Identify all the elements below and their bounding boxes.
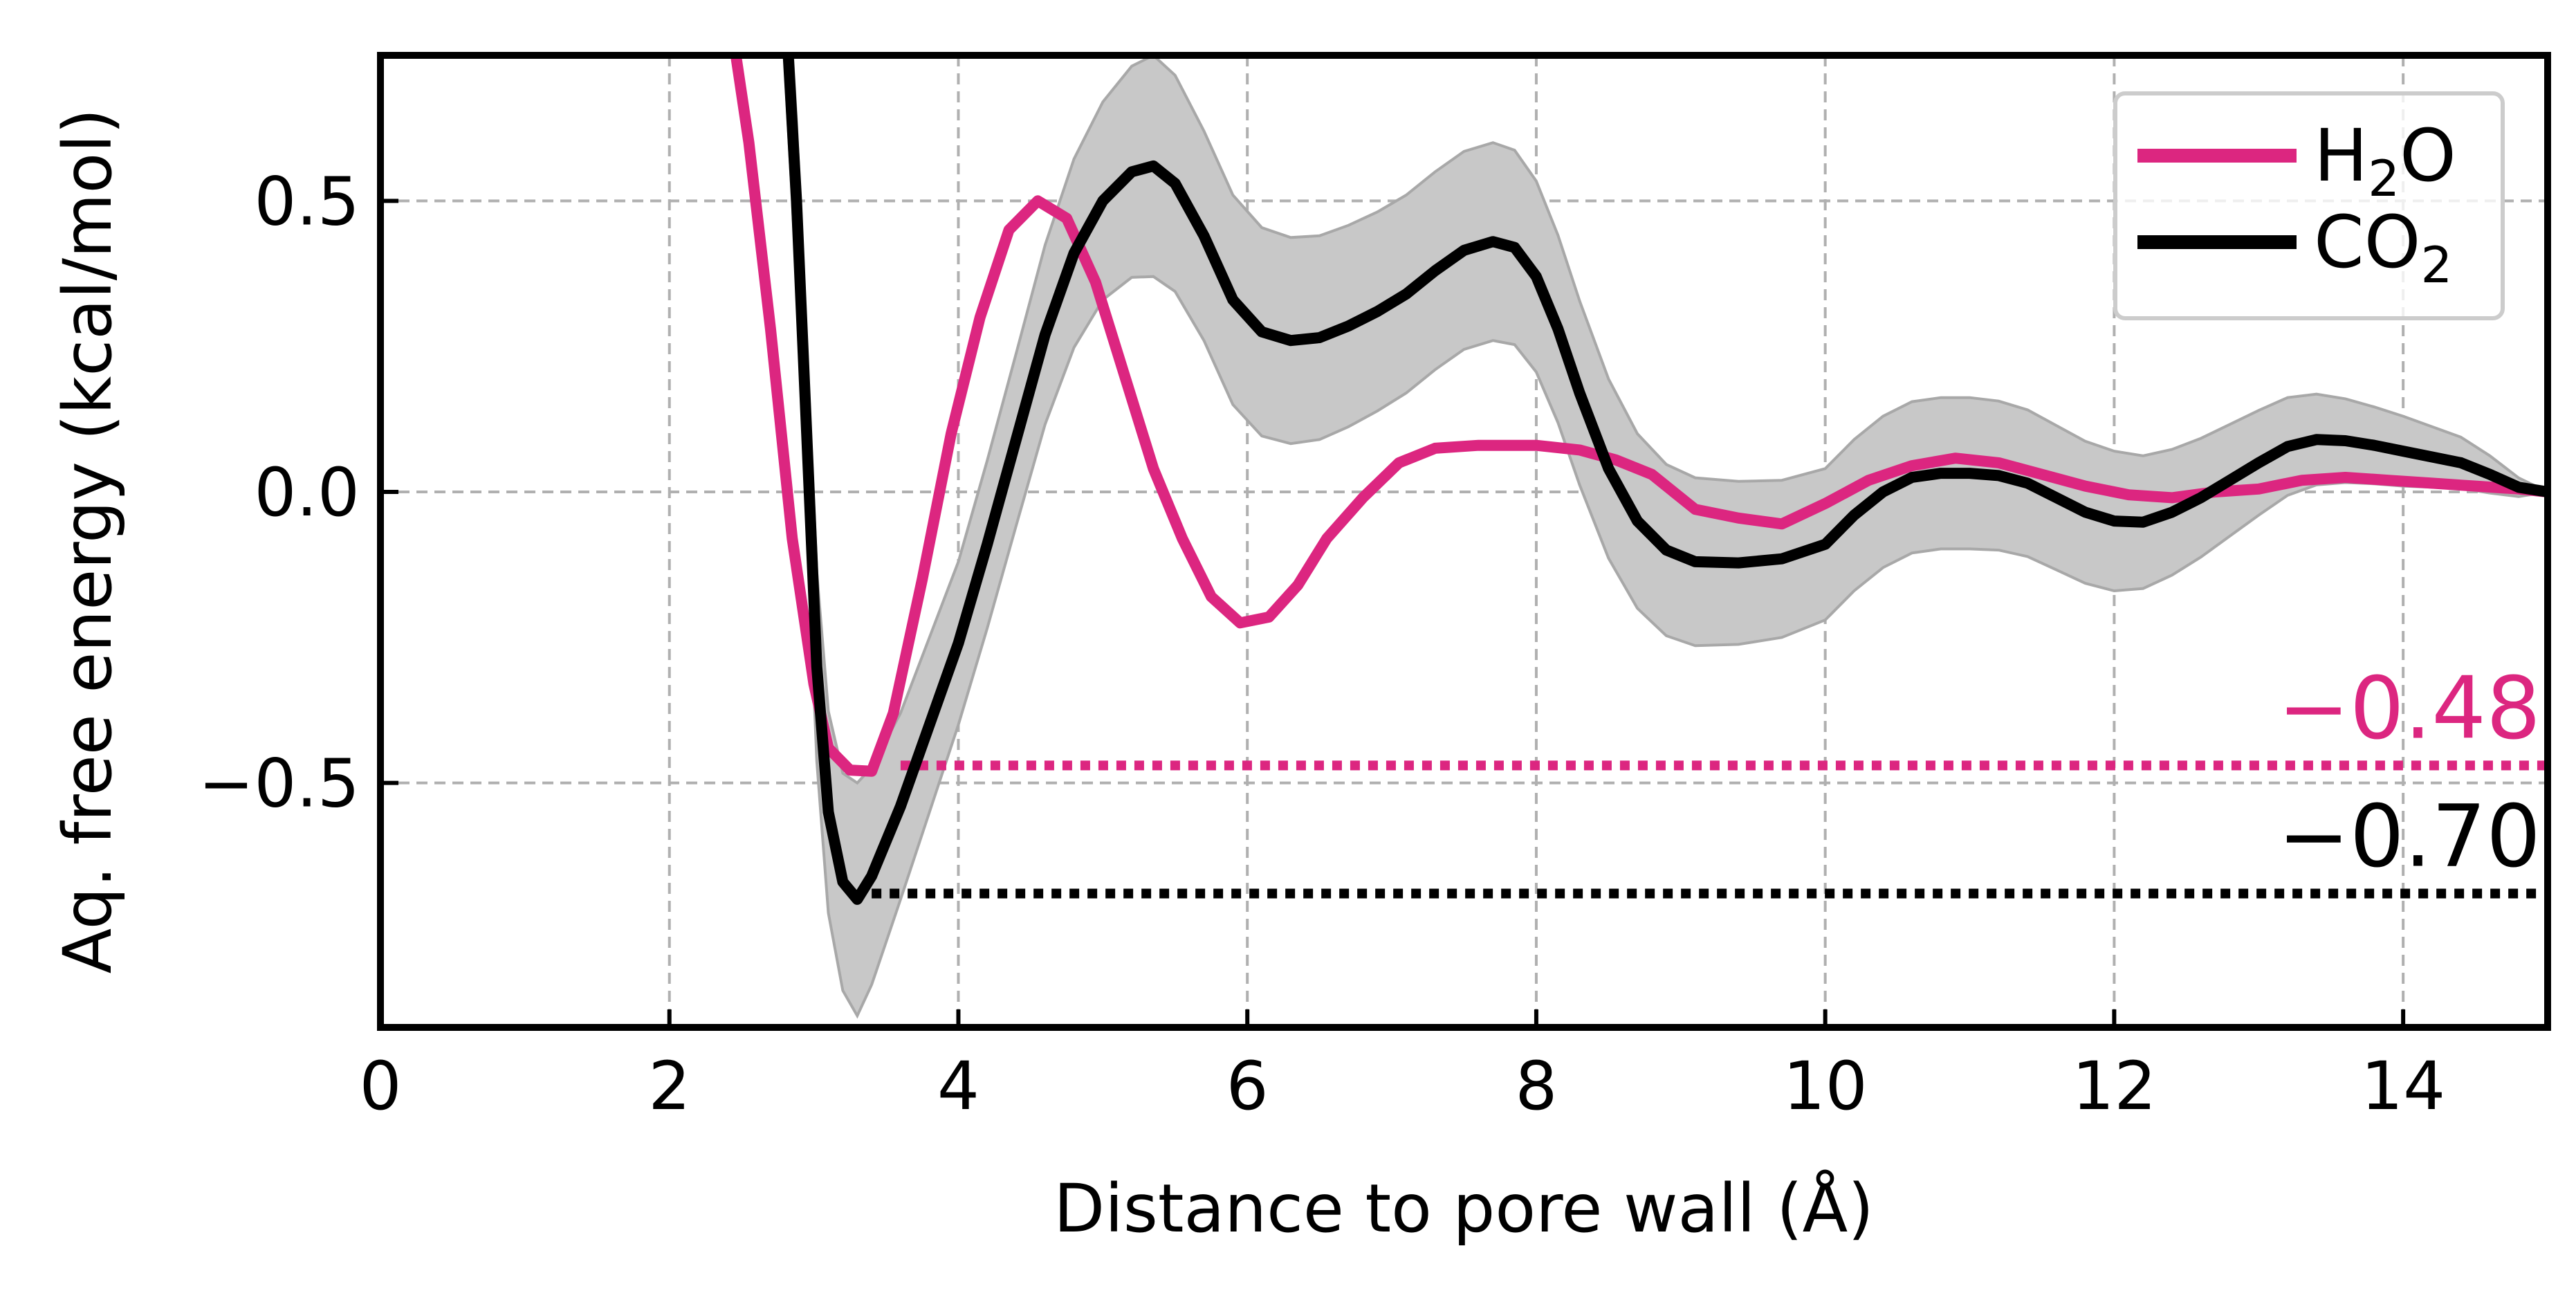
series-lines xyxy=(730,55,2548,905)
minimum-value-label: −0.70 xyxy=(2278,787,2541,886)
x-tick-label: 2 xyxy=(648,1047,690,1125)
x-tick-label: 14 xyxy=(2361,1047,2445,1125)
y-axis-ticks: 0.5 0.0 −0.5 xyxy=(199,163,398,823)
x-tick-label: 4 xyxy=(937,1047,979,1125)
y-tick-label: −0.5 xyxy=(199,745,360,823)
y-axis-label: Aq. free energy (kcal/mol) xyxy=(49,109,127,974)
legend-label: CO2 xyxy=(2314,200,2452,294)
minimum-reference-lines xyxy=(872,760,2548,899)
x-tick-label: 6 xyxy=(1226,1047,1269,1125)
series-line xyxy=(730,55,2548,777)
x-axis-label: Distance to pore wall (Å) xyxy=(1054,1169,1874,1247)
legend-label: H2O xyxy=(2314,113,2456,208)
x-tick-label: 8 xyxy=(1515,1047,1557,1125)
plot-frame xyxy=(377,52,2551,1031)
y-tick-label: 0.0 xyxy=(254,454,360,531)
x-axis-ticks: 0 2 4 6 8 10 12 14 xyxy=(359,1009,2445,1125)
x-tick-label: 10 xyxy=(1783,1047,1868,1125)
minimum-value-labels: −0.48 −0.70 xyxy=(2278,659,2541,886)
series-line xyxy=(782,55,2548,905)
x-tick-label: 12 xyxy=(2072,1047,2156,1125)
x-tick-label: 0 xyxy=(359,1047,401,1125)
y-tick-label: 0.5 xyxy=(254,163,360,240)
minimum-value-label: −0.48 xyxy=(2278,659,2541,758)
